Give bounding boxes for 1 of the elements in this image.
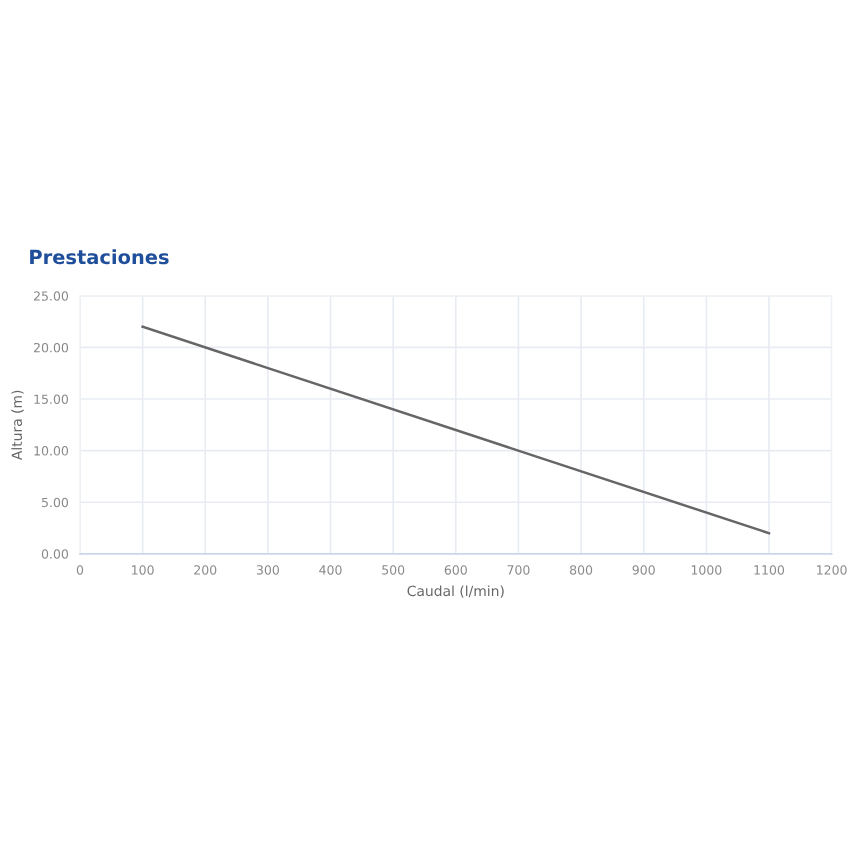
chart-title: Prestaciones bbox=[30, 249, 169, 265]
